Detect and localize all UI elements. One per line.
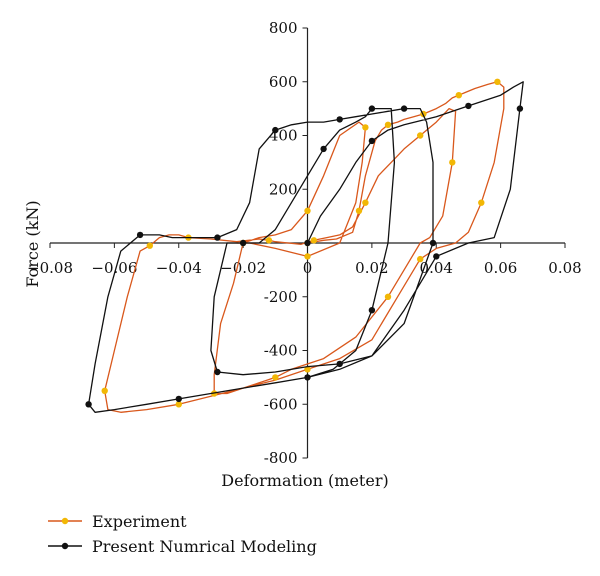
y-axis-title: Force (kN) <box>23 200 42 287</box>
x-tick-label: 0.04 <box>420 259 453 277</box>
data-point-experiment <box>101 387 108 394</box>
data-point-experiment <box>146 242 153 249</box>
data-point-experiment <box>265 237 273 244</box>
data-point-experiment <box>384 293 392 300</box>
data-point-experiment <box>417 132 424 139</box>
data-point-experiment <box>362 199 369 206</box>
series-numerical <box>85 81 524 413</box>
data-point-numerical <box>304 374 311 381</box>
data-point-experiment <box>384 121 392 128</box>
x-tick-label: −0.06 <box>91 259 137 277</box>
data-point-experiment <box>175 401 182 408</box>
x-tick-label: 0.06 <box>484 259 517 277</box>
data-point-experiment <box>355 207 363 214</box>
legend-label-numerical: Present Numrical Modeling <box>92 537 317 556</box>
data-point-experiment <box>494 78 501 86</box>
y-tick-label: -800 <box>264 449 298 467</box>
x-tick-label: −0.08 <box>27 259 73 277</box>
y-tick-label: -400 <box>264 342 298 360</box>
data-point-experiment <box>455 92 462 99</box>
data-point-experiment <box>304 253 311 260</box>
series-line-experiment <box>104 81 505 413</box>
x-tick-label: −0.04 <box>156 259 202 277</box>
x-tick-label: 0.02 <box>355 259 388 277</box>
series-line-numerical <box>87 81 524 413</box>
data-point-experiment <box>449 159 456 166</box>
y-tick-label: 800 <box>269 19 298 37</box>
legend: Experiment Present Numrical Modeling <box>48 512 317 556</box>
legend-marker-numerical <box>61 542 69 550</box>
data-point-numerical <box>272 126 279 134</box>
data-point-numerical <box>304 239 311 247</box>
legend-label-experiment: Experiment <box>92 512 187 531</box>
data-point-experiment <box>304 366 311 373</box>
data-point-numerical <box>400 105 408 112</box>
data-point-numerical <box>433 253 440 260</box>
data-point-numerical <box>516 105 524 112</box>
x-tick-label: −0.02 <box>220 259 266 277</box>
data-point-experiment <box>304 207 311 214</box>
data-point-experiment <box>272 374 279 381</box>
legend-item-numerical: Present Numrical Modeling <box>48 537 317 556</box>
y-tick-label: -600 <box>264 395 298 413</box>
axes: −0.08 −0.06 −0.04 −0.02 0 0.02 0.04 0.06 0.08 -8… <box>27 19 582 467</box>
data-point-numerical <box>368 105 376 112</box>
y-tick-label: 200 <box>269 180 298 198</box>
data-point-numerical <box>214 368 221 376</box>
x-axis-title: Deformation (meter) <box>221 471 388 490</box>
data-point-experiment <box>310 237 318 244</box>
data-point-numerical <box>214 234 221 241</box>
x-tick-label: 0 <box>303 259 313 277</box>
data-point-numerical <box>465 102 472 110</box>
data-point-numerical <box>336 116 343 123</box>
series-layer <box>85 78 524 413</box>
series-experiment <box>101 78 505 413</box>
x-tick-label: 0.08 <box>548 259 581 277</box>
y-tick-label: -200 <box>264 288 298 306</box>
y-tick-label: 600 <box>269 73 298 91</box>
data-point-numerical <box>429 239 437 247</box>
data-point-numerical <box>136 231 144 239</box>
x-ticks: −0.08 −0.06 −0.04 −0.02 0 0.02 0.04 0.06 0.08 <box>27 243 582 277</box>
data-point-numerical <box>175 395 182 403</box>
data-point-experiment <box>478 199 485 206</box>
data-point-numerical <box>368 307 376 314</box>
data-point-experiment <box>362 124 369 131</box>
data-point-numerical <box>336 360 343 368</box>
data-point-experiment <box>417 255 424 263</box>
legend-marker-experiment <box>61 517 69 525</box>
data-point-numerical <box>239 239 247 247</box>
data-point-numerical <box>85 401 92 408</box>
legend-item-experiment: Experiment <box>48 512 187 531</box>
data-point-numerical <box>320 145 327 153</box>
data-point-numerical <box>368 137 376 145</box>
